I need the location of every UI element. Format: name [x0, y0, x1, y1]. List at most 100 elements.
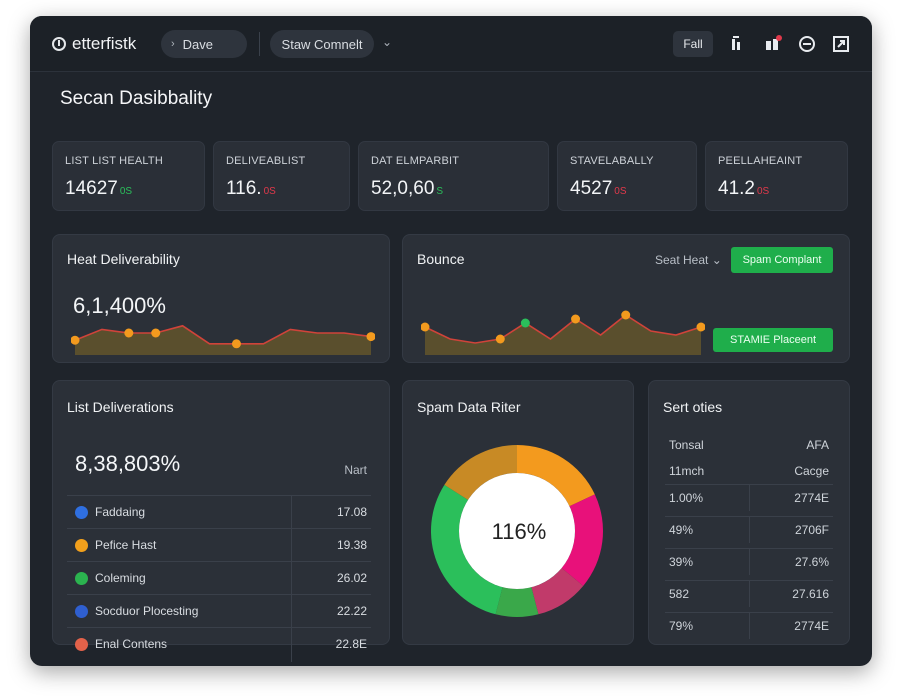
- series-line: [74, 324, 372, 345]
- table-cell-left: 1.00%: [669, 491, 704, 505]
- table-row[interactable]: 39% 27.6%: [665, 548, 833, 575]
- list-item-value: 26.02: [336, 571, 367, 585]
- stat-card[interactable]: DELIVEABLIST 116. 0S: [213, 141, 350, 211]
- table-row[interactable]: 1.00% 2774E: [665, 484, 833, 511]
- stat-value: 52,0,60 S: [371, 178, 444, 199]
- data-point: [366, 332, 375, 342]
- list-item-name: Coleming: [95, 571, 146, 585]
- topbar-divider: [259, 32, 260, 56]
- list-item-icon: [75, 572, 88, 585]
- heat-deliverability-panel: Heat Deliverability 6,1,400%: [52, 234, 390, 363]
- series-line: [424, 314, 702, 344]
- stat-label: DELIVEABLIST: [226, 155, 306, 167]
- list-item-name: Enal Contens: [95, 637, 168, 651]
- stat-card[interactable]: PEELLAHEAINT 41.2 0S: [705, 141, 848, 211]
- data-point: [696, 322, 705, 332]
- stat-value: 14627 0S: [65, 178, 133, 199]
- list-item-name: Pefice Hast: [95, 538, 157, 552]
- seat-heat-select[interactable]: Seat Heat ⌄: [655, 253, 722, 267]
- area-fill: [75, 325, 371, 355]
- subheader-left: 11mch: [669, 464, 705, 478]
- data-point: [71, 335, 80, 345]
- status-label: Staw Comnelt: [281, 36, 363, 52]
- table-row[interactable]: 582 27.616: [665, 580, 833, 607]
- data-point: [421, 322, 430, 332]
- stat-card[interactable]: LIST LIST HEALTH 14627 0S: [52, 141, 205, 211]
- donut-slice: [444, 445, 517, 500]
- list-item[interactable]: Faddaing 17.08: [67, 495, 371, 530]
- panel-title: Spam Data Riter: [417, 399, 521, 415]
- data-point: [571, 314, 581, 324]
- panel-title: List Deliverations: [67, 399, 174, 415]
- search-pill[interactable]: › Dave: [161, 30, 247, 58]
- fall-button[interactable]: Fall: [673, 31, 713, 57]
- panel-title: Bounce: [417, 251, 465, 267]
- table-cell-left: 49%: [669, 523, 694, 537]
- donut-slice: [431, 484, 503, 615]
- brand-logo[interactable]: etterfistk: [52, 34, 136, 54]
- list-item[interactable]: Coleming 26.02: [67, 561, 371, 596]
- list-value: 8,38,803%: [75, 451, 181, 476]
- list-item-icon: [75, 539, 88, 552]
- stat-label: PEELLAHEAINT: [718, 155, 803, 167]
- brand-icon: [52, 37, 66, 51]
- table-cell-right: 2774E: [794, 619, 829, 633]
- list-item[interactable]: Socduor Plocesting 22.22: [67, 594, 371, 629]
- column-divider: [291, 595, 292, 629]
- list-item-icon: [75, 605, 88, 618]
- column-divider: [291, 628, 292, 662]
- header-right: AFA: [806, 438, 829, 452]
- spam-donut-chart: [431, 445, 603, 617]
- list-item-name: Socduor Plocesting: [95, 604, 199, 618]
- brand-name: etterfistk: [72, 34, 137, 53]
- table-cell-left: 582: [669, 587, 690, 601]
- donut-slice: [517, 445, 595, 507]
- table-cell-right: 2706F: [794, 523, 829, 537]
- table-cell-right: 27.6%: [794, 555, 829, 569]
- stat-card[interactable]: STAVELABALLY 4527 0S: [557, 141, 697, 211]
- notifications-icon[interactable]: [763, 34, 783, 54]
- table-row[interactable]: 79% 2774E: [665, 612, 833, 639]
- area-fill: [425, 315, 701, 355]
- donut-hole: [459, 473, 575, 589]
- stat-delta: S: [436, 186, 444, 197]
- heat-value: 6,1,400%: [73, 293, 166, 318]
- table-cell-right: 2774E: [794, 491, 829, 505]
- panel-title: Heat Deliverability: [67, 251, 180, 267]
- stat-label: LIST LIST HEALTH: [65, 155, 163, 167]
- stat-card[interactable]: DAT ELMPARBIT 52,0,60 S: [358, 141, 549, 211]
- data-point: [124, 328, 134, 338]
- list-item[interactable]: Enal Contens 22.8E: [67, 627, 371, 662]
- subheader-right: Cacge: [794, 464, 829, 478]
- table-row[interactable]: 49% 2706F: [665, 516, 833, 543]
- sort-options-panel: Sert oties Tonsal AFA 11mch Cacge 1.00% 2…: [648, 380, 850, 645]
- header-left: Tonsal: [669, 438, 704, 452]
- chat-icon[interactable]: [797, 34, 817, 54]
- donut-slice: [495, 587, 539, 617]
- data-point: [495, 334, 505, 344]
- stat-label: STAVELABALLY: [570, 155, 654, 167]
- status-dropdown[interactable]: Staw Comnelt: [270, 30, 374, 58]
- bounce-panel: Bounce Seat Heat ⌄ Spam Complant STAMIE …: [402, 234, 850, 363]
- export-icon[interactable]: [831, 34, 851, 54]
- table-subheader: 11mch Cacge: [665, 458, 833, 484]
- chevron-down-icon[interactable]: ⌄: [382, 35, 393, 49]
- donut-slice: [531, 567, 584, 615]
- data-point: [621, 310, 631, 320]
- list-deliverations-panel: List Deliverations 8,38,803% Nart Faddai…: [52, 380, 390, 662]
- list-item[interactable]: Pefice Hast 19.38: [67, 528, 371, 563]
- stat-label: DAT ELMPARBIT: [371, 155, 460, 167]
- table-cell-left: 39%: [669, 555, 694, 569]
- stat-value: 41.2 0S: [718, 178, 770, 199]
- list-item-value: 17.08: [336, 505, 367, 519]
- spam-complaint-button[interactable]: Spam Complant: [731, 247, 833, 273]
- stat-delta: 0S: [119, 186, 133, 197]
- stamie-placement-button[interactable]: STAMIE Placeent: [713, 328, 833, 352]
- table-header: Tonsal AFA: [665, 432, 833, 458]
- list-item-value: 19.38: [336, 538, 367, 552]
- list-item-icon: [75, 506, 88, 519]
- list-item-value: 22.8E: [335, 637, 367, 651]
- bounce-line-chart: [421, 310, 705, 355]
- stat-value: 4527 0S: [570, 178, 627, 199]
- info-icon[interactable]: [727, 34, 747, 54]
